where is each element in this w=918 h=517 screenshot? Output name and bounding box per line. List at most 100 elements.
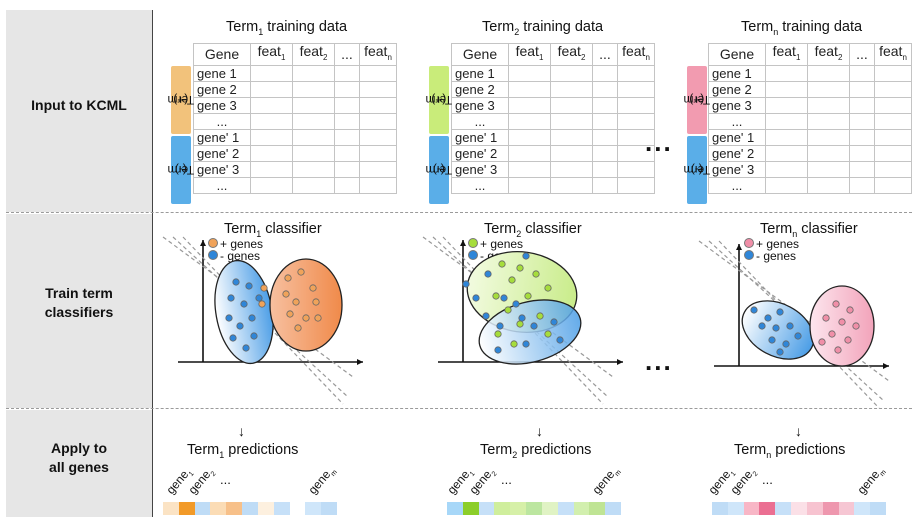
term-0-negative-badge: Term 1 (-) xyxy=(168,136,194,204)
negative-gene-dot xyxy=(518,314,526,322)
negative-gene-dot xyxy=(530,322,538,330)
prediction-cell xyxy=(257,502,274,515)
negative-gene-dot xyxy=(242,344,250,352)
section-divider-2 xyxy=(6,408,912,409)
vertical-divider xyxy=(152,10,153,517)
axis-arrow-icon xyxy=(736,244,742,250)
negative-gene-dot xyxy=(550,318,558,326)
gene-cell: gene' 2 xyxy=(193,144,251,162)
term-0-positive-badge: Term 1 (+) xyxy=(168,66,194,134)
prediction-cell xyxy=(194,502,211,515)
table-row: gene' 1 xyxy=(193,128,397,146)
positive-gene-dot xyxy=(284,274,292,282)
section-divider-1 xyxy=(6,212,912,213)
legend-negative: - genes xyxy=(744,250,799,262)
positive-gene-dot xyxy=(302,314,310,322)
positive-gene-dot xyxy=(258,300,266,308)
prediction-cell xyxy=(854,502,871,515)
term-0-prediction-strip xyxy=(163,502,337,515)
term-2-prediction-strip xyxy=(712,502,886,515)
gene-cell: gene 2 xyxy=(193,80,251,98)
term-2-positive-badge: Term n (+) xyxy=(684,66,710,134)
negative-gene-dot xyxy=(500,294,508,302)
table-row: gene 1 xyxy=(708,64,912,82)
positive-gene-dot xyxy=(834,346,842,354)
prediction-cell xyxy=(743,502,760,515)
term-0-classifier-title: Term1 classifier xyxy=(224,221,322,239)
positive-gene-dot xyxy=(314,314,322,322)
term-1-negative-badge: Term 2 (-) xyxy=(426,136,452,204)
prediction-cell xyxy=(178,502,195,515)
prediction-cell xyxy=(210,502,227,515)
table-row: gene 2 xyxy=(708,80,912,98)
column-header-feat1: feat1 xyxy=(765,43,808,66)
table-row: gene 3 xyxy=(708,96,912,114)
term-1-classifier-title: Term2 classifier xyxy=(484,221,582,239)
table-row: ... xyxy=(451,112,655,130)
term-2-negative-badge: Term n (-) xyxy=(684,136,710,204)
axis-arrow-icon xyxy=(883,363,889,369)
negative-gene-dot xyxy=(227,294,235,302)
prediction-cell xyxy=(163,502,179,515)
projection-line xyxy=(162,236,354,378)
prediction-cell xyxy=(573,502,590,515)
gene-cell: gene' 3 xyxy=(193,160,251,178)
gene-labels-ellipsis: ... xyxy=(501,472,512,487)
gene-cell: gene 1 xyxy=(708,64,766,82)
negative-gene-dot xyxy=(764,314,772,322)
sidebar-input xyxy=(6,10,152,212)
negative-gene-dot xyxy=(245,282,253,290)
negative-gene-dot xyxy=(248,314,256,322)
positive-gene-dot xyxy=(852,322,860,330)
positive-gene-dot xyxy=(309,284,317,292)
prediction-cell xyxy=(759,502,776,515)
column-header-feat1: feat1 xyxy=(250,43,293,66)
negative-cluster xyxy=(478,299,582,365)
negative-gene-dot xyxy=(250,332,258,340)
positive-gene-dot xyxy=(818,338,826,346)
positive-gene-dot xyxy=(544,284,552,292)
negative-gene-dot xyxy=(240,300,248,308)
prediction-cell xyxy=(870,502,886,515)
projection-line xyxy=(422,236,614,378)
prediction-cell xyxy=(775,502,792,515)
table-row: ... xyxy=(451,176,655,194)
table-row: ... xyxy=(708,112,912,130)
prediction-cell xyxy=(447,502,463,515)
projection-line xyxy=(432,236,609,398)
positive-gene-dot xyxy=(536,312,544,320)
negative-gene-dot xyxy=(482,312,490,320)
table-row: gene' 1 xyxy=(708,128,912,146)
negative-gene-dot xyxy=(750,306,758,314)
positive-gene-dot xyxy=(292,298,300,306)
negative-gene-dot xyxy=(758,322,766,330)
positive-gene-dot xyxy=(828,330,836,338)
sidebar-apply xyxy=(6,410,152,517)
term-0-predictions-title: Term1 predictions xyxy=(187,442,299,460)
positive-gene-dot xyxy=(516,264,524,272)
legend-positive: + genes xyxy=(744,238,799,250)
prediction-cell xyxy=(822,502,839,515)
positive-cluster xyxy=(269,258,343,352)
positive-gene-dot xyxy=(544,330,552,338)
term-2-training-table: Gene feat1 feat2... featn gene 1 gene 2 gene 3… xyxy=(708,43,912,194)
negative-gene-dot xyxy=(776,348,784,356)
prediction-cell xyxy=(838,502,855,515)
negative-gene-dot xyxy=(225,314,233,322)
down-arrow-icon: ↓ xyxy=(238,423,245,439)
section-label-train-2: classifiers xyxy=(44,304,114,320)
section-label-train-1: Train term xyxy=(45,285,113,301)
term-0-training-table: Gene feat1 feat2... featn gene 1 gene 2 gene 3… xyxy=(193,43,397,194)
prediction-cell xyxy=(727,502,744,515)
positive-gene-dot xyxy=(508,276,516,284)
positive-gene-dot xyxy=(297,268,305,276)
prediction-cell xyxy=(712,502,728,515)
prediction-cell xyxy=(273,502,290,515)
negative-gene-dot xyxy=(556,336,564,344)
positive-gene-dot xyxy=(532,270,540,278)
negative-gene-dot xyxy=(786,322,794,330)
legend-positive: + genes xyxy=(468,238,523,250)
negative-gene-dot xyxy=(496,322,504,330)
negative-gene-dot xyxy=(522,340,530,348)
